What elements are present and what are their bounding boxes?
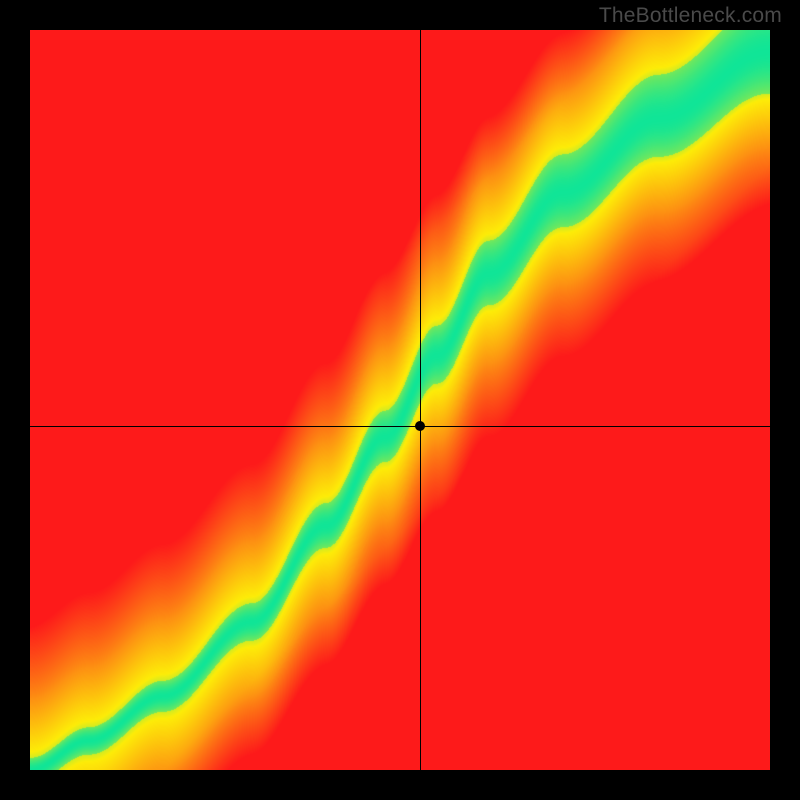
watermark-text: TheBottleneck.com bbox=[599, 4, 782, 28]
chart-container: TheBottleneck.com bbox=[0, 0, 800, 800]
crosshair-horizontal bbox=[30, 426, 770, 427]
plot-area bbox=[30, 30, 770, 770]
heatmap-canvas bbox=[30, 30, 770, 770]
marker-dot bbox=[415, 421, 425, 431]
crosshair-vertical bbox=[420, 30, 421, 770]
